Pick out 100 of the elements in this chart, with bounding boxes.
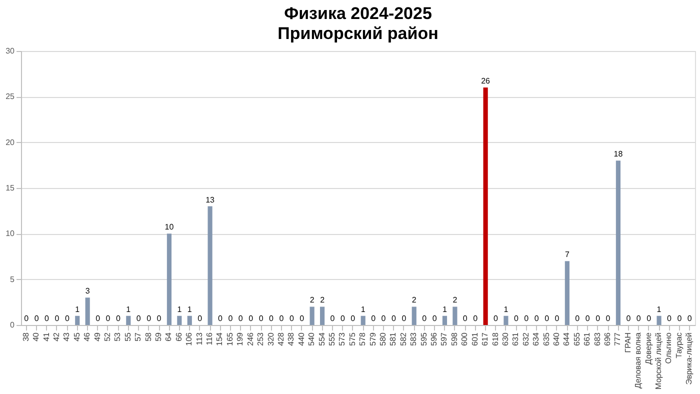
x-tick-label: 64 <box>164 332 174 342</box>
x-tick-label: 575 <box>348 332 357 346</box>
data-label: 1 <box>442 304 448 314</box>
data-label: 1 <box>504 304 509 314</box>
data-label: 0 <box>381 314 386 323</box>
x-tick-label: 116 <box>205 332 214 346</box>
data-label: 0 <box>646 314 652 323</box>
data-label: 0 <box>667 314 672 323</box>
data-label: 0 <box>596 314 601 323</box>
x-tick-label: 598 <box>450 332 459 346</box>
data-label: 0 <box>96 314 101 323</box>
data-label: 0 <box>544 314 550 323</box>
x-tick-label: Доверие <box>644 332 653 364</box>
bar <box>177 316 182 325</box>
x-tick-label: 683 <box>592 332 602 346</box>
data-label: 0 <box>54 314 60 323</box>
data-label: 0 <box>340 314 346 323</box>
data-label: 2 <box>412 296 417 305</box>
bar <box>75 316 80 325</box>
data-label: 0 <box>228 314 234 323</box>
data-label: 0 <box>524 314 530 323</box>
data-label: 0 <box>330 314 336 323</box>
x-tick-label: 578 <box>358 332 368 346</box>
x-tick-label: 540 <box>307 332 316 346</box>
data-label: 0 <box>494 314 499 323</box>
x-tick-label: 199 <box>236 332 245 346</box>
x-tick-label: 640 <box>552 332 561 346</box>
x-tick-label: 38 <box>21 332 30 342</box>
x-tick-label: 583 <box>409 332 418 346</box>
bar <box>166 234 172 325</box>
y-tick-label: 0 <box>10 320 16 330</box>
x-tick-label: 58 <box>144 332 153 342</box>
data-label: 0 <box>473 314 478 323</box>
x-tick-label: 165 <box>225 332 234 346</box>
x-tick-label: 634 <box>532 332 541 346</box>
data-label: 0 <box>300 314 305 323</box>
data-label: 7 <box>564 250 570 260</box>
x-tick-label: 41 <box>42 332 51 342</box>
data-label: 0 <box>391 314 396 323</box>
y-tick-label: 10 <box>6 229 16 238</box>
x-tick-label: 573 <box>338 332 347 346</box>
x-tick-label: 632 <box>521 332 530 346</box>
x-tick-label: 597 <box>440 332 449 346</box>
data-label: 13 <box>206 195 216 204</box>
x-tick-label: 52 <box>102 332 112 342</box>
y-tick-label: 30 <box>6 46 16 56</box>
data-label: 1 <box>360 304 366 314</box>
data-label: 0 <box>626 314 632 323</box>
bar <box>656 316 662 325</box>
y-tick-label: 20 <box>6 138 16 147</box>
x-tick-label: 49 <box>92 332 102 342</box>
data-label: 0 <box>402 314 407 323</box>
x-tick-label: 53 <box>113 332 122 342</box>
x-tick-label: 596 <box>430 332 439 346</box>
x-tick-label: 42 <box>52 332 61 342</box>
bar <box>85 298 90 325</box>
data-label: 2 <box>310 296 315 305</box>
data-label: 0 <box>687 314 692 323</box>
x-tick-label: 59 <box>154 332 164 342</box>
data-label: 0 <box>106 314 111 323</box>
bar <box>310 306 314 325</box>
data-label: 0 <box>44 314 50 323</box>
data-label: 1 <box>126 304 132 314</box>
bar <box>412 306 416 325</box>
x-tick-label: Эврика-лицей <box>684 332 694 385</box>
x-tick-label: 66 <box>174 332 184 342</box>
x-tick-label: 45 <box>72 332 82 342</box>
data-label: 0 <box>238 314 244 323</box>
bar <box>360 316 366 325</box>
x-tick-label: 40 <box>32 332 41 342</box>
data-label: 0 <box>514 314 519 323</box>
data-label: 26 <box>481 76 491 86</box>
x-tick-label: 644 <box>562 332 572 346</box>
x-tick-label: Таурас <box>674 332 684 358</box>
data-label: 0 <box>422 314 428 323</box>
x-tick-label: 43 <box>62 332 72 342</box>
data-label: 1 <box>187 304 192 314</box>
x-tick-label: 582 <box>398 332 408 346</box>
bar <box>616 160 621 325</box>
data-label: 0 <box>636 314 642 323</box>
data-label: 0 <box>136 314 142 323</box>
x-tick-label: 661 <box>582 332 592 346</box>
data-label: 1 <box>75 304 80 314</box>
x-tick-label: 428 <box>276 332 286 346</box>
data-label: 0 <box>677 314 682 323</box>
x-tick-label: 595 <box>419 332 428 346</box>
x-tick-label: 655 <box>572 332 582 346</box>
x-tick-label: 113 <box>194 332 204 346</box>
x-tick-label: 635 <box>542 332 551 346</box>
data-label: 0 <box>248 314 254 323</box>
bar <box>442 316 448 325</box>
x-tick-label: 554 <box>317 332 326 346</box>
data-label: 10 <box>164 222 174 232</box>
data-label: 0 <box>606 314 611 323</box>
x-tick-label: Деловая волна <box>634 332 643 388</box>
bar <box>320 306 325 325</box>
data-label: 0 <box>462 314 468 323</box>
data-label: 0 <box>575 314 580 323</box>
x-tick-label: 777 <box>613 332 622 346</box>
bar <box>187 316 192 325</box>
